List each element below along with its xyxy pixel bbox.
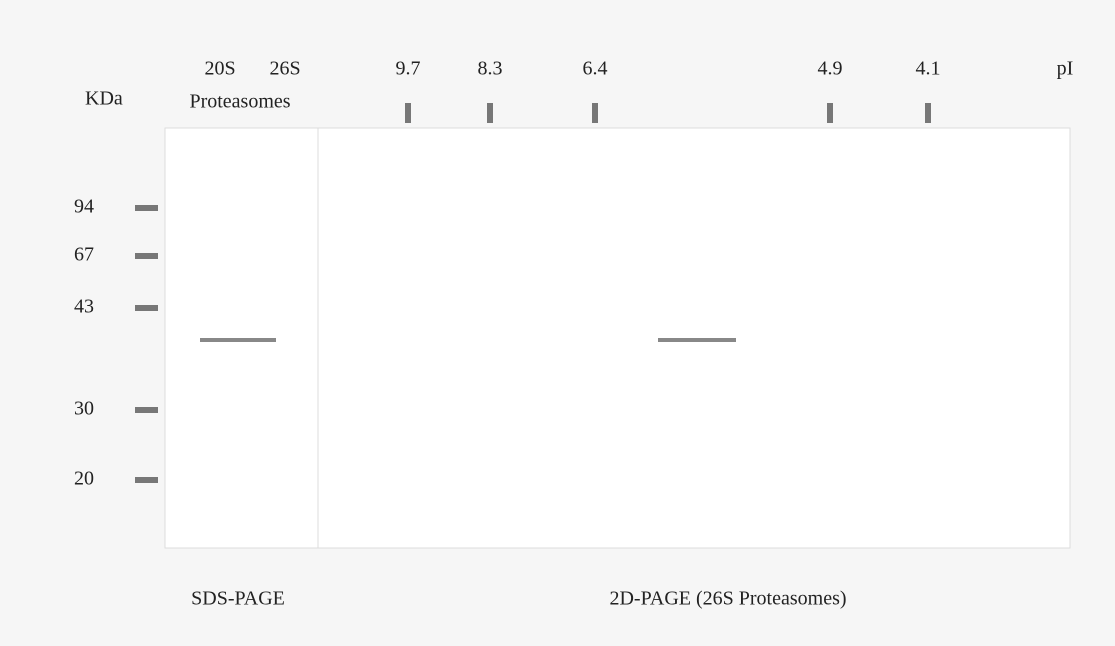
pi-value: 4.9 (818, 58, 843, 80)
pi-label: pI (1057, 58, 1074, 80)
kda-label: KDa (85, 88, 123, 110)
pi-marker (592, 103, 598, 123)
marker-label: 30 (74, 398, 94, 420)
lane-caption: Proteasomes (189, 91, 290, 113)
protein-band (200, 338, 276, 342)
figure: KDa 20S 26S Proteasomes 94 67 43 30 20 9.7 8.… (0, 0, 1115, 646)
marker-dash (135, 407, 158, 413)
pi-marker (487, 103, 493, 123)
sds-caption: SDS-PAGE (191, 588, 285, 610)
pi-value: 6.4 (583, 58, 608, 80)
marker-dash (135, 205, 158, 211)
lane-label: 26S (269, 58, 300, 80)
marker-dash (135, 305, 158, 311)
marker-label: 43 (74, 296, 94, 318)
pi-marker (827, 103, 833, 123)
two-d-caption: 2D-PAGE (26S Proteasomes) (609, 588, 846, 610)
marker-label: 20 (74, 468, 94, 490)
protein-spot (658, 338, 736, 342)
marker-dash (135, 477, 158, 483)
marker-label: 67 (74, 244, 94, 266)
pi-value: 9.7 (396, 58, 421, 80)
marker-dash (135, 253, 158, 259)
pi-marker (405, 103, 411, 123)
lane-label: 20S (204, 58, 235, 80)
pi-value: 8.3 (478, 58, 503, 80)
pi-marker (925, 103, 931, 123)
marker-label: 94 (74, 196, 94, 218)
pi-value: 4.1 (916, 58, 941, 80)
